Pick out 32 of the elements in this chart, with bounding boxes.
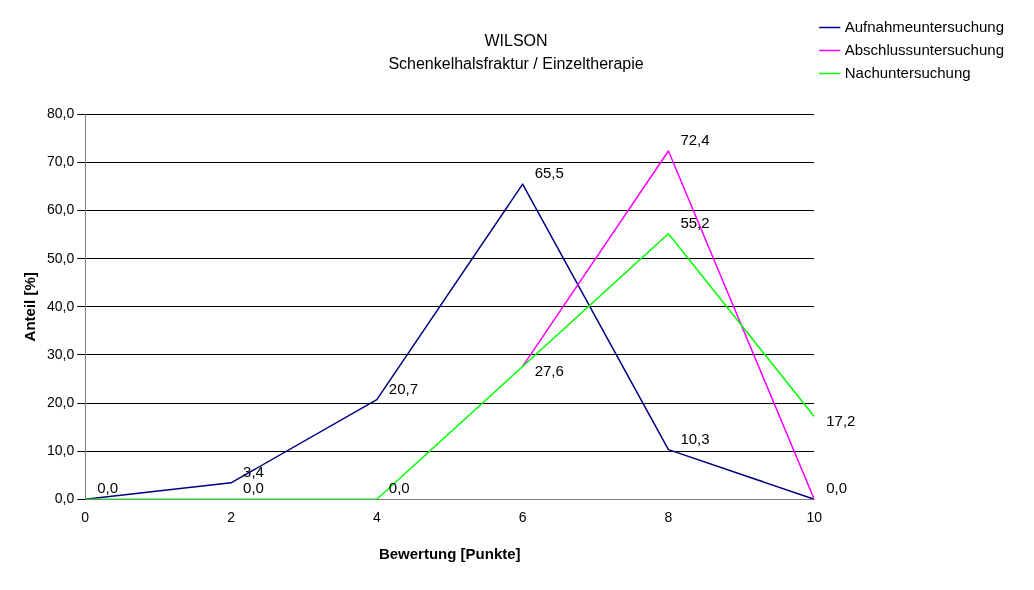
x-tick-label: 0 (81, 509, 90, 526)
data-label: 0,0 (388, 479, 410, 497)
y-tick-label: 50,0 (47, 249, 75, 266)
x-axis-title: Bewertung [Punkte] (378, 545, 521, 563)
y-tick-label: 30,0 (47, 345, 75, 362)
x-tick-label: 8 (664, 509, 673, 526)
data-label: 0,0 (243, 479, 264, 497)
y-tick-label: 0,0 (54, 490, 75, 507)
legend-label: Abschlussuntersuchung (844, 40, 1004, 58)
data-label: 27,6 (534, 361, 564, 379)
data-label: 65,5 (534, 164, 564, 182)
data-label: 10,3 (680, 429, 710, 447)
x-tick-label: 6 (518, 509, 527, 526)
y-tick-label: 80,0 (47, 105, 75, 122)
x-tick-label: 2 (227, 509, 236, 526)
chart-subtitle: Schenkelhalsfraktur / Einzeltherapie (388, 55, 644, 73)
data-label: 0,0 (97, 479, 119, 497)
data-label: 17,2 (826, 411, 856, 429)
data-label: 20,7 (388, 379, 419, 397)
y-tick-label: 60,0 (47, 201, 75, 218)
chart-title: WILSON (484, 32, 548, 50)
y-tick-label: 20,0 (47, 393, 75, 410)
legend-label: Aufnahmeuntersuchung (844, 17, 1004, 35)
y-tick-label: 40,0 (47, 297, 75, 314)
data-label: 0,0 (826, 479, 848, 497)
x-tick-label: 10 (806, 509, 823, 526)
y-axis-title: Anteil [%] (21, 272, 39, 342)
x-tick-label: 4 (372, 509, 381, 526)
y-tick-label: 70,0 (47, 153, 75, 170)
legend-label: Nachuntersuchung (844, 63, 971, 81)
y-tick-label: 10,0 (47, 441, 75, 458)
data-label: 72,4 (680, 131, 710, 149)
